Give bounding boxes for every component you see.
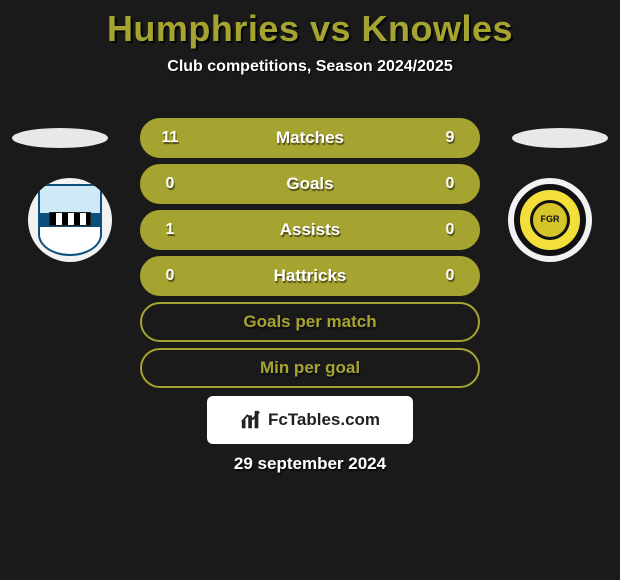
subtitle: Club competitions, Season 2024/2025 (0, 58, 620, 76)
stat-label: Goals (184, 174, 436, 194)
page-title: Humphries vs Knowles (0, 0, 620, 50)
stat-right-value: 9 (436, 129, 464, 147)
left-player-ellipse (12, 128, 108, 148)
stat-row: 0Goals0 (140, 164, 480, 204)
stat-row: 1Assists0 (140, 210, 480, 250)
stat-left-value: 1 (156, 221, 184, 239)
stats-container: 11Matches90Goals01Assists00Hattricks0Goa… (140, 118, 480, 394)
stat-right-value: 0 (436, 267, 464, 285)
chart-icon (240, 409, 262, 431)
stat-left-value: 11 (156, 129, 184, 147)
right-player-ellipse (512, 128, 608, 148)
stat-right-value: 0 (436, 221, 464, 239)
stat-row: 0Hattricks0 (140, 256, 480, 296)
stat-row: Min per goal (140, 348, 480, 388)
eastleigh-crest-icon (38, 184, 102, 256)
stat-right-value: 0 (436, 175, 464, 193)
brand-pill: FcTables.com (207, 396, 413, 444)
left-club-badge (28, 178, 112, 262)
stat-label: Min per goal (184, 358, 436, 378)
stat-left-value: 0 (156, 175, 184, 193)
stat-row: Goals per match (140, 302, 480, 342)
stat-label: Goals per match (184, 312, 436, 332)
stat-label: Hattricks (184, 266, 436, 286)
brand-text: FcTables.com (268, 410, 380, 430)
stat-row: 11Matches9 (140, 118, 480, 158)
stat-label: Assists (184, 220, 436, 240)
stat-label: Matches (184, 128, 436, 148)
right-club-badge (508, 178, 592, 262)
forest-green-crest-icon (514, 184, 586, 256)
date-text: 29 september 2024 (0, 454, 620, 474)
stat-left-value: 0 (156, 267, 184, 285)
